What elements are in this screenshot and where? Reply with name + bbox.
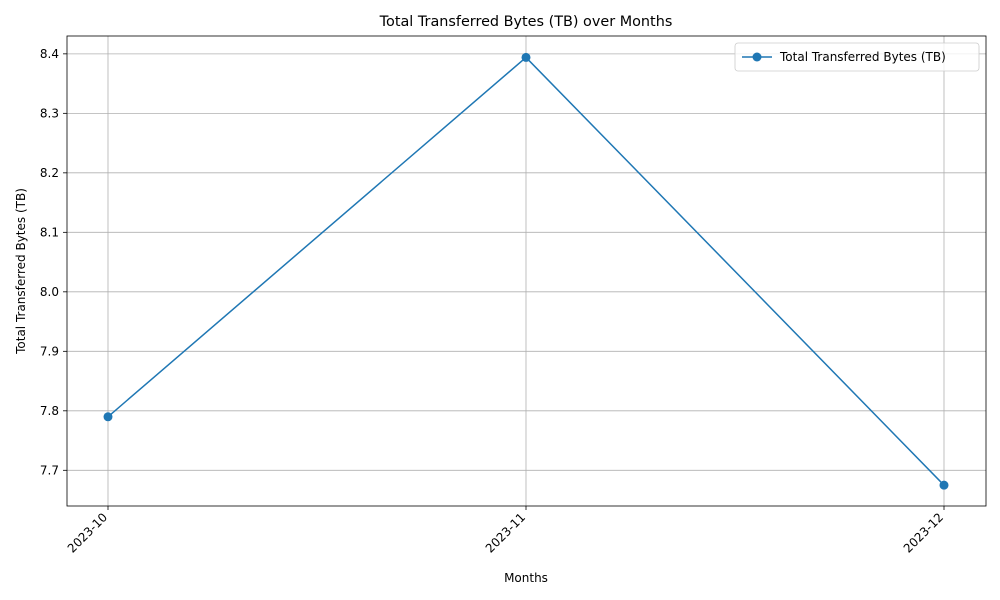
chart-title: Total Transferred Bytes (TB) over Months <box>379 14 673 30</box>
y-axis-label: Total Transferred Bytes (TB) <box>14 188 28 355</box>
y-tick-label: 7.9 <box>40 344 59 358</box>
y-tick-label: 8.4 <box>40 47 59 61</box>
x-tick-label: 2023-10 <box>65 510 110 555</box>
data-point-marker <box>939 480 949 490</box>
y-tick-label: 7.7 <box>40 463 59 477</box>
data-point-marker <box>521 52 531 62</box>
plot-area-frame <box>66 35 987 507</box>
legend-label: Total Transferred Bytes (TB) <box>779 50 946 64</box>
legend-box <box>734 42 980 72</box>
x-axis-label: Months <box>504 571 548 585</box>
y-tick-label: 8.2 <box>40 166 59 180</box>
x-tick-label: 2023-12 <box>901 510 946 555</box>
ticks: 7.7 7.8 7.9 8.0 8.1 8.2 8.3 8.4 2023-10 2023-11 20… <box>40 47 946 556</box>
y-tick-label: 8.3 <box>40 106 59 120</box>
axes <box>66 35 987 507</box>
grid <box>67 36 986 506</box>
legend-marker-swatch <box>752 52 762 62</box>
y-tick-label: 8.0 <box>40 285 59 299</box>
legend: Total Transferred Bytes (TB) <box>734 42 980 72</box>
y-tick-label: 8.1 <box>40 225 59 239</box>
data-point-marker <box>103 412 113 422</box>
y-tick-label: 7.8 <box>40 404 59 418</box>
x-tick-label: 2023-11 <box>483 510 528 555</box>
series-layer <box>103 52 949 490</box>
